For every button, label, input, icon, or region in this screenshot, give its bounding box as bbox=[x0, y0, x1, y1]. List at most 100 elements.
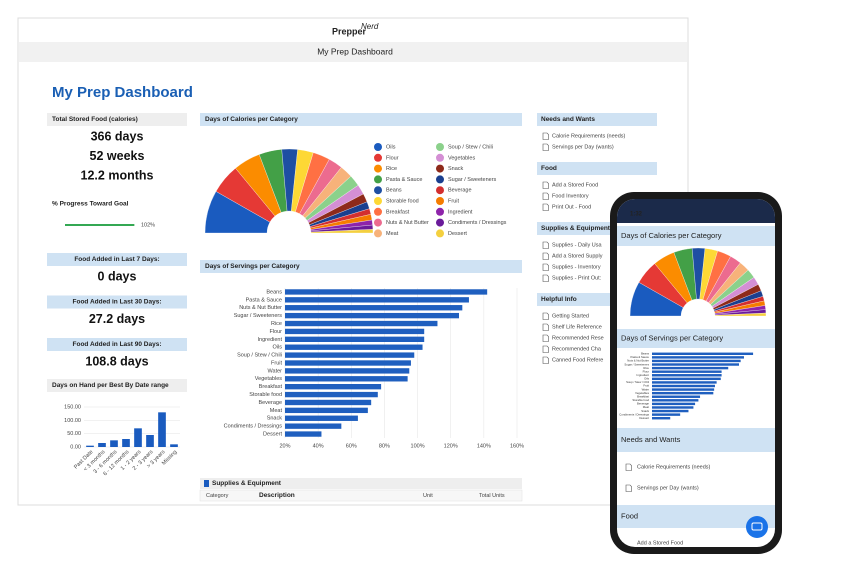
bar bbox=[652, 356, 744, 359]
tab-title: My Prep Dashboard bbox=[317, 46, 393, 56]
y-tick-label: Sugar / Sweeteners bbox=[234, 313, 283, 319]
y-tick-label: Meat bbox=[643, 405, 649, 409]
link[interactable]: Servings per Day (wants) bbox=[637, 485, 699, 491]
y-tick-label: Fruit bbox=[271, 360, 282, 366]
bar bbox=[652, 399, 699, 402]
link[interactable]: Add a Stored Food bbox=[637, 540, 683, 546]
bar bbox=[652, 370, 722, 373]
y-tick-label: Dessert bbox=[639, 416, 649, 420]
stat-value: 12.2 months bbox=[81, 168, 154, 182]
stat-value: 27.2 days bbox=[89, 312, 145, 326]
x-tick-label: 140% bbox=[477, 443, 491, 449]
table-column: Category bbox=[206, 493, 229, 499]
panel-header bbox=[47, 338, 187, 351]
y-tick-label: Sugar / Sweeteners bbox=[624, 362, 649, 366]
doc-icon bbox=[542, 345, 549, 353]
bar bbox=[285, 431, 322, 437]
link[interactable]: Print Out - Food bbox=[552, 204, 591, 210]
panel-header bbox=[47, 379, 187, 392]
doc-icon bbox=[625, 463, 632, 471]
link[interactable]: Calorie Requirements (needs) bbox=[637, 464, 711, 470]
y-tick-label: Meat bbox=[270, 408, 283, 414]
panel-header bbox=[47, 113, 187, 126]
y-tick-label: 50.00 bbox=[67, 431, 81, 437]
bar bbox=[285, 384, 382, 390]
x-tick-label: 160% bbox=[510, 443, 524, 449]
link[interactable]: Add a Stored Supply bbox=[552, 253, 603, 259]
bar bbox=[652, 402, 696, 406]
section-title: Needs and Wants bbox=[621, 435, 681, 444]
y-tick-label: Flour bbox=[643, 369, 649, 373]
legend-label: Flour bbox=[386, 155, 399, 161]
y-tick-label: Oils bbox=[644, 377, 649, 381]
bar bbox=[652, 409, 689, 413]
y-tick-label: Soup / Stew / Chili bbox=[237, 353, 282, 359]
y-tick-label: Ingredient bbox=[258, 337, 283, 343]
link[interactable]: Calorie Requirements (needs) bbox=[552, 133, 626, 139]
chat-button[interactable] bbox=[746, 516, 768, 538]
page-title: My Prep Dashboard bbox=[52, 84, 193, 101]
legend-label: Beverage bbox=[448, 188, 472, 194]
chart: Days of Calories per Category Oils Flour Ri… bbox=[200, 113, 522, 238]
link[interactable]: Supplies - Daily Usa bbox=[552, 242, 602, 248]
bar bbox=[285, 415, 358, 421]
stat-label: % Progress Toward Goal bbox=[52, 201, 129, 208]
link[interactable]: Canned Food Refere bbox=[552, 357, 603, 363]
doc-icon bbox=[542, 323, 549, 331]
bar bbox=[170, 444, 178, 447]
stat-value: 108.8 days bbox=[85, 354, 148, 368]
y-tick-label: Water bbox=[642, 387, 649, 391]
y-tick-label: Nuts & Nut Butter bbox=[627, 359, 649, 363]
y-tick-label: Breakfast bbox=[259, 384, 283, 390]
legend-swatch bbox=[436, 186, 444, 195]
legend-label: Beans bbox=[386, 188, 402, 194]
link[interactable]: Supplies - Inventory bbox=[552, 264, 601, 270]
y-tick-label: Vegetables bbox=[635, 391, 649, 395]
y-tick-label: Pasta & Sauce bbox=[630, 355, 649, 359]
y-tick-label: Rice bbox=[271, 321, 282, 327]
y-tick-label: Storable food bbox=[632, 398, 649, 402]
legend-swatch bbox=[436, 218, 444, 227]
y-tick-label: 100.00 bbox=[64, 418, 81, 424]
link[interactable]: Servings per Day (wants) bbox=[552, 144, 614, 150]
bar bbox=[122, 439, 130, 447]
bar bbox=[652, 395, 701, 398]
table-head bbox=[199, 489, 523, 502]
legend-swatch bbox=[436, 175, 444, 184]
y-tick-label: Snack bbox=[641, 409, 649, 413]
y-tick-label: Water bbox=[268, 368, 283, 374]
legend-swatch bbox=[374, 229, 382, 238]
link[interactable]: Recommended Rese bbox=[552, 335, 604, 341]
legend-label: Meat bbox=[386, 231, 399, 237]
table-column: Description bbox=[259, 492, 295, 499]
stat-label: Total Stored Food (calories) bbox=[52, 116, 138, 123]
link[interactable]: Recommended Cha bbox=[552, 346, 602, 352]
legend-swatch bbox=[374, 164, 382, 173]
y-tick-label: Rice bbox=[643, 366, 649, 370]
bar bbox=[86, 445, 94, 447]
bar bbox=[285, 376, 408, 382]
link[interactable]: Add a Stored Food bbox=[552, 182, 598, 188]
section-title: Food bbox=[541, 165, 557, 172]
bar bbox=[285, 360, 411, 366]
bar bbox=[652, 384, 715, 388]
link[interactable]: Shelf Life Reference bbox=[552, 324, 602, 330]
bar bbox=[285, 391, 378, 398]
link[interactable]: Food Inventory bbox=[552, 193, 589, 199]
legend-label: Sugar / Sweeteners bbox=[448, 177, 497, 183]
phone-content: 1:32 Days of Calories per Category Days of… bbox=[617, 199, 775, 546]
y-tick-label: Vegetables bbox=[255, 376, 282, 382]
doc-icon bbox=[542, 263, 549, 271]
panel-header bbox=[200, 113, 522, 126]
chart-title: Days of Calories per Category bbox=[621, 231, 722, 240]
section-title: Supplies & Equipment bbox=[541, 225, 611, 232]
doc-icon bbox=[542, 334, 549, 342]
doc-icon bbox=[625, 484, 632, 492]
table-title: Supplies & Equipment bbox=[212, 480, 282, 487]
link[interactable]: Getting Started bbox=[552, 313, 589, 319]
pie-slice bbox=[714, 312, 767, 317]
x-tick-label: 40% bbox=[313, 443, 324, 449]
bar bbox=[285, 344, 423, 350]
legend-label: Ingredient bbox=[448, 209, 473, 215]
link[interactable]: Supplies - Print Out: bbox=[552, 275, 602, 281]
